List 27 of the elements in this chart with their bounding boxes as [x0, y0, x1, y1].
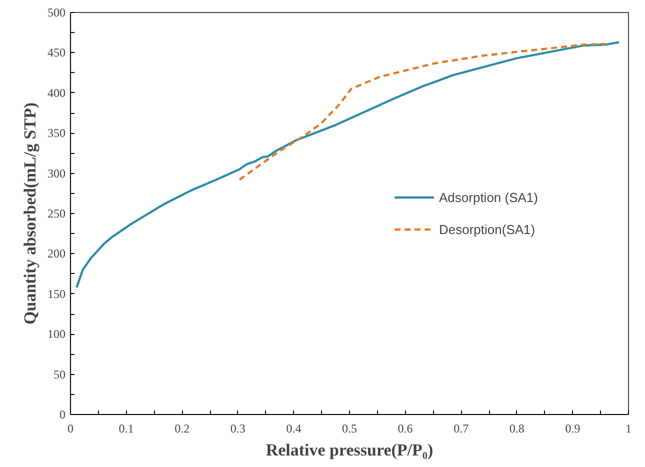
x-tick-label: 0.7: [454, 422, 469, 436]
x-tick-label: 0.4: [286, 422, 302, 436]
x-tick-label: 0.8: [509, 422, 524, 436]
y-tick-label: 300: [48, 166, 66, 180]
y-axis-title: Quantity absorbed(mL/g STP): [20, 102, 40, 324]
legend-label: Adsorption (SA1): [439, 190, 538, 204]
line-series: [76, 41, 620, 289]
legend-label: Desorption(SA1): [439, 222, 536, 236]
line-series: [238, 42, 607, 181]
y-tick-label: 200: [48, 246, 66, 261]
x-tick-label: 0.2: [174, 422, 190, 436]
y-tick-label: 100: [48, 327, 66, 342]
y-tick-label: 400: [48, 86, 66, 100]
x-tick-label: 0.3: [230, 422, 246, 436]
x-tick-label: 0.5: [342, 422, 357, 436]
y-tick-label: 50: [54, 367, 66, 382]
x-axis-title: Relative pressure(P/P₀): [266, 440, 434, 460]
x-tick-label: 0.9: [565, 422, 580, 436]
y-tick-label: 450: [48, 46, 66, 60]
x-tick-label: 0.1: [118, 422, 134, 436]
x-tick-label: 0.6: [398, 422, 413, 436]
y-tick-label: 250: [48, 206, 66, 220]
y-tick-label: 350: [48, 126, 66, 140]
y-tick-label: 500: [48, 6, 66, 20]
x-tick-label: 1: [626, 422, 632, 436]
y-tick-label: 150: [48, 286, 66, 301]
y-tick-label: 0: [60, 408, 66, 422]
